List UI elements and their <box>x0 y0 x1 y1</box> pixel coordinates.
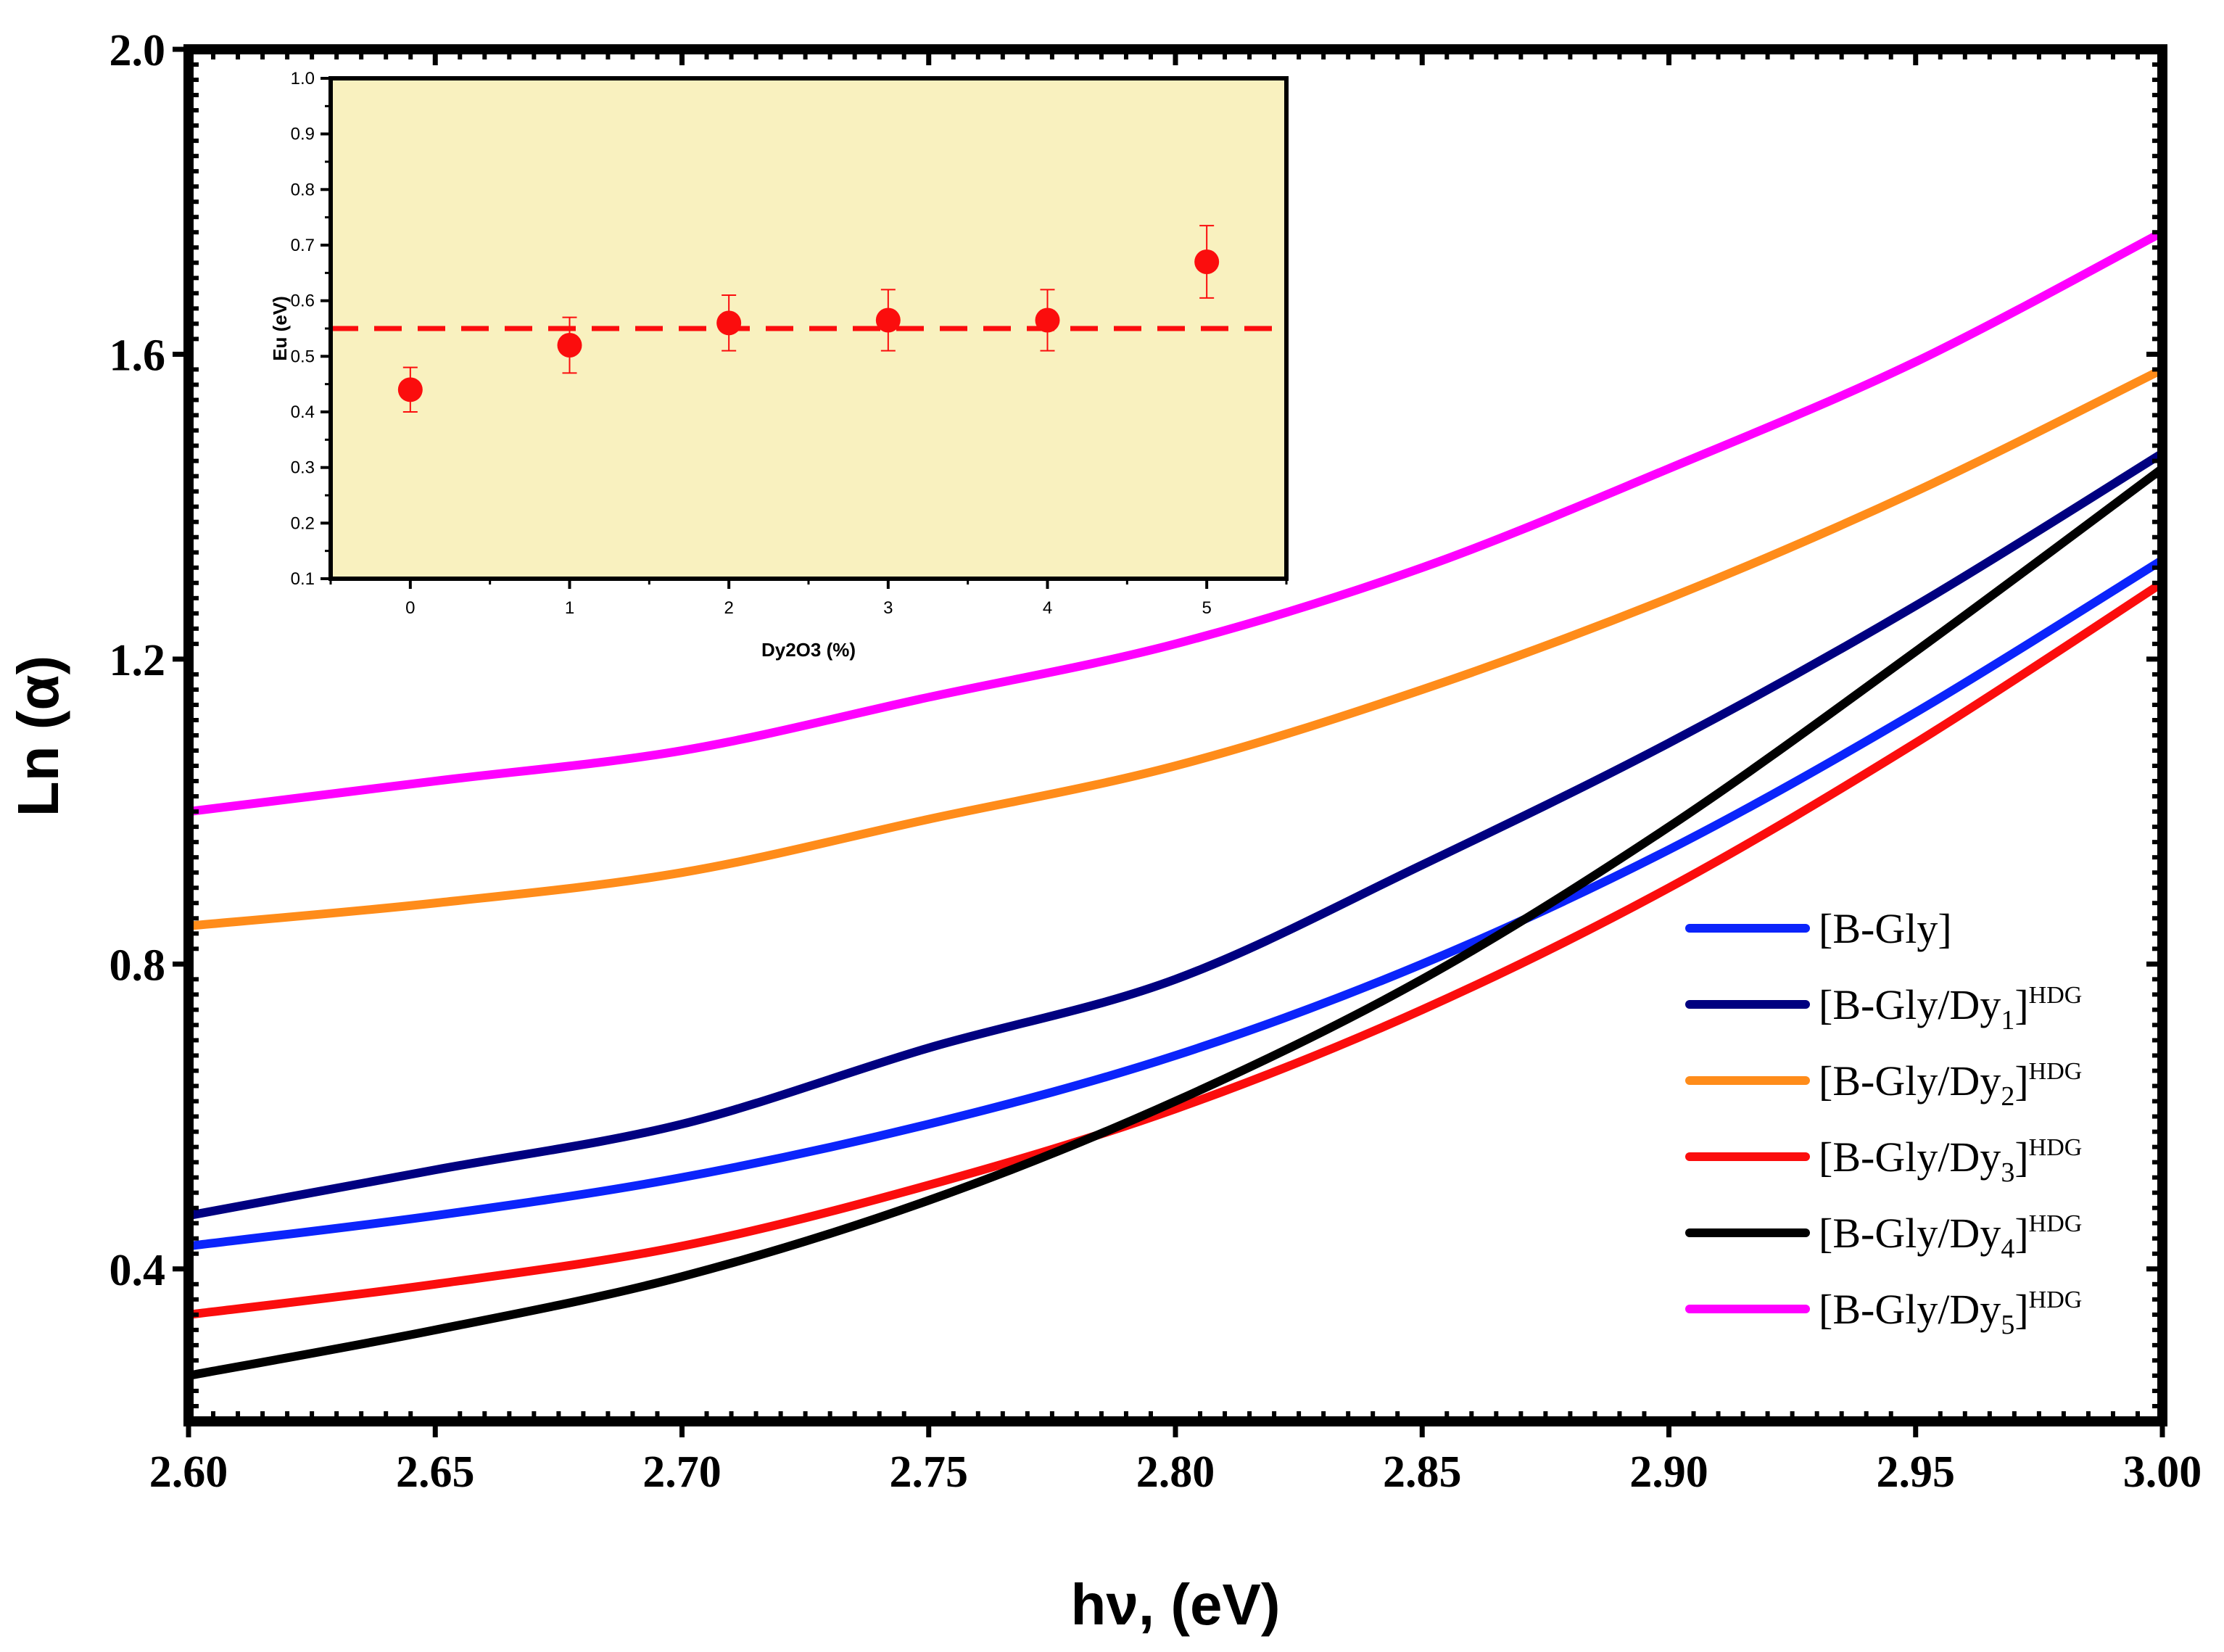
inset-x-axis-title: Dy2O3 (%) <box>761 639 856 661</box>
inset-marker <box>1035 307 1060 333</box>
inset-tick-labels: 0 1 2 3 4 5 0.1 0.2 0.3 0.4 0.5 0.6 0.7 0.8 0.9 1.0 <box>291 69 1212 618</box>
inset-x-tick-label: 5 <box>1202 598 1211 618</box>
inset-y-tick-label: 0.3 <box>291 458 315 478</box>
x-tick-label: 2.80 <box>1136 1447 1215 1497</box>
inset-point-5 <box>1194 225 1220 299</box>
x-tick-label: 2.70 <box>642 1447 722 1497</box>
inset-point-4 <box>1035 289 1060 352</box>
y-tick-label: 0.8 <box>109 941 166 990</box>
inset-y-tick-label: 1.0 <box>291 69 315 88</box>
main-tick-labels: 2.60 2.65 2.70 2.75 2.80 2.85 2.90 2.95 3.000.40… <box>109 26 2202 1497</box>
inset-x-tick-label: 1 <box>565 598 574 618</box>
inset-y-tick-label: 0.9 <box>291 125 315 144</box>
inset-x-tick-label: 2 <box>724 598 733 618</box>
inset-marker <box>875 307 901 333</box>
y-tick-label: 1.6 <box>109 331 166 380</box>
main-series-lines <box>184 228 2167 1380</box>
inset-data <box>331 225 1286 413</box>
inset-y-tick-label: 0.8 <box>291 180 315 199</box>
y-axis-title: Ln (α) <box>6 656 70 817</box>
inset-y-tick-label: 0.5 <box>291 347 315 366</box>
x-tick-label: 2.60 <box>149 1447 228 1497</box>
main-plot: 2.60 2.65 2.70 2.75 2.80 2.85 2.90 2.95 3.000.40… <box>6 26 2202 1637</box>
y-tick-label: 1.2 <box>109 636 166 685</box>
series-line-6 <box>184 228 2167 817</box>
y-tick-label: 0.4 <box>109 1246 166 1295</box>
series-line-4 <box>184 578 2167 1319</box>
inset-x-tick-label: 3 <box>883 598 893 618</box>
inset-marker <box>557 333 582 358</box>
y-tick-label: 2.0 <box>109 26 166 75</box>
legend-label-6: [B-Gly/Dy5]HDG <box>1819 1286 2082 1340</box>
legend-label-5: [B-Gly/Dy4]HDG <box>1819 1210 2082 1264</box>
series-line-2 <box>184 449 2167 1221</box>
series-line-1 <box>184 556 2167 1251</box>
inset-y-tick-label: 0.4 <box>291 402 315 422</box>
inset-y-tick-label: 0.2 <box>291 513 315 533</box>
inset-x-tick-label: 0 <box>405 598 415 618</box>
x-tick-label: 3.00 <box>2123 1447 2202 1497</box>
inset-point-1 <box>557 316 582 374</box>
x-tick-label: 2.90 <box>1629 1447 1708 1497</box>
inset-y-tick-label: 0.1 <box>291 569 315 589</box>
x-tick-label: 2.85 <box>1383 1447 1462 1497</box>
x-tick-label: 2.65 <box>396 1447 475 1497</box>
inset-point-0 <box>397 366 423 413</box>
legend-label-1: [B-Gly] <box>1819 905 1952 952</box>
x-tick-label: 2.95 <box>1877 1447 1956 1497</box>
legend-label-2: [B-Gly/Dy1]HDG <box>1819 981 2082 1036</box>
inset-y-axis-title: Eu (eV) <box>269 296 291 361</box>
inset-y-tick-label: 0.6 <box>291 292 315 311</box>
inset-y-tick-label: 0.7 <box>291 236 315 255</box>
legend: [B-Gly] [B-Gly/Dy1]HDG [B-Gly/Dy2]HDG [B-Gl… <box>1685 905 2082 1340</box>
series-line-3 <box>184 365 2167 930</box>
inset-axis-ticks <box>321 77 1288 589</box>
x-tick-label: 2.75 <box>890 1447 969 1497</box>
inset-point-3 <box>875 289 901 352</box>
legend-label-3: [B-Gly/Dy2]HDG <box>1819 1057 2082 1112</box>
main-axis-ticks <box>173 46 2165 1437</box>
series-line-5 <box>184 464 2167 1380</box>
inset-x-tick-label: 4 <box>1043 598 1052 618</box>
inset-marker <box>397 377 423 402</box>
x-axis-title: hν, (eV) <box>1071 1572 1281 1637</box>
inset-plot: 0 1 2 3 4 5 0.1 0.2 0.3 0.4 0.5 0.6 0.7 0.8 0.9 1.0 Dy2… <box>269 69 1289 661</box>
inset-marker <box>1194 249 1220 274</box>
inset-marker <box>716 310 742 336</box>
inset-point-2 <box>716 294 742 352</box>
legend-label-4: [B-Gly/Dy3]HDG <box>1819 1133 2082 1188</box>
